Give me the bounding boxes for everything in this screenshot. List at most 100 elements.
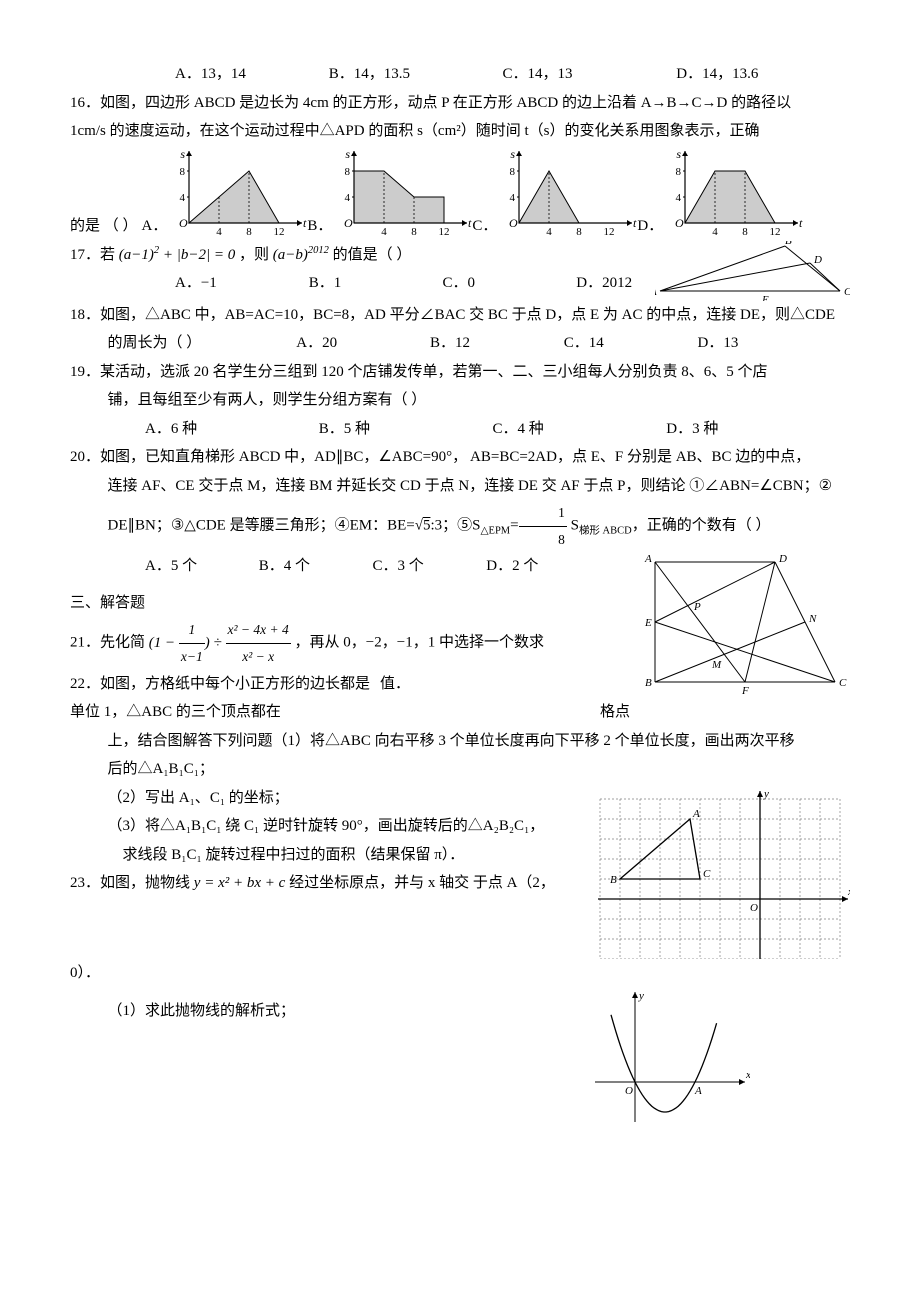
q17-optC: C．0	[390, 269, 520, 298]
svg-text:E: E	[644, 617, 652, 629]
q16-stem2: 1cm/s 的速度运动，在这个运动过程中△APD 的面积 s（cm²）随时间 t…	[70, 117, 850, 146]
svg-text:B: B	[785, 241, 792, 247]
q20-frac: 18	[519, 500, 567, 552]
svg-text:O: O	[344, 216, 353, 230]
svg-text:B: B	[645, 677, 652, 689]
svg-text:s: s	[511, 147, 516, 161]
svg-text:4: 4	[382, 226, 388, 238]
svg-text:x: x	[745, 1069, 750, 1081]
q22-rest: OxyABC （2）写出 A₁、C₁ 的坐标； （3）将△A₁B₁C₁ 绕 C₁…	[70, 784, 850, 898]
svg-text:4: 4	[712, 226, 718, 238]
svg-text:A: A	[694, 1085, 702, 1097]
q16-labelA: A．	[142, 212, 168, 241]
q20-s3-pre: DE∥BN；③△CDE 是等腰三角形；④EM：BE=	[108, 518, 415, 534]
q17-optB: B．1	[256, 269, 386, 298]
svg-text:4: 4	[345, 192, 351, 204]
q15-optB: B．14，13.5	[276, 60, 446, 89]
q17-exp: 2012	[308, 245, 329, 256]
q17-optA: A．−1	[123, 269, 253, 298]
q21-post: 值．	[380, 670, 410, 699]
q22-suffix: 格点	[600, 698, 630, 727]
svg-text:O: O	[625, 1085, 633, 1097]
q17-pre: 17．若	[70, 247, 115, 263]
q16-labelC: C．	[472, 212, 497, 241]
q20-optC: C．3 个	[335, 552, 445, 581]
q17-optD: D．2012	[524, 269, 632, 298]
q20-optB: B．4 个	[221, 552, 331, 581]
q20-stem3: DE∥BN；③△CDE 是等腰三角形；④EM：BE=√5:3；⑤S△EPM=18…	[70, 500, 850, 552]
q19-optC: C．4 种	[455, 415, 625, 444]
q20-fden: 8	[519, 527, 567, 553]
q19-stem1: 19．某活动，选派 20 名学生分三组到 120 个店铺发传单，若第一、二、三小…	[70, 358, 850, 387]
svg-text:A: A	[644, 553, 652, 565]
q21-mid: ，再从 0，−2，−1，1 中选择一个数求	[295, 635, 544, 651]
q20-fnum: 1	[519, 500, 567, 527]
svg-text:8: 8	[676, 166, 682, 178]
q20-sub1: △EPM	[480, 526, 510, 537]
svg-text:y: y	[638, 990, 644, 1002]
q17-mid: ，则	[239, 247, 269, 263]
svg-text:D: D	[778, 553, 787, 565]
q16-chart-row: 的是 （ ） A． stO484812 B． stO484812 C． stO4…	[70, 146, 850, 241]
q15-optC: C．14，13	[450, 60, 620, 89]
svg-text:12: 12	[770, 226, 781, 238]
svg-text:A: A	[692, 808, 700, 820]
q20-s3-post: ，正确的个数有（ ）	[632, 518, 771, 534]
svg-text:8: 8	[577, 226, 583, 238]
q23-mid: 经过坐标原点，并与 x 轴交 于点 A（2，	[289, 875, 555, 891]
svg-text:8: 8	[742, 226, 748, 238]
q22-stem3: 后的△A₁B₁C₁；	[70, 755, 850, 784]
q18-stem1: 18．如图，△ABC 中，AB=AC=10，BC=8，AD 平分∠BAC 交 B…	[70, 301, 850, 330]
q22-stem2: 上，结合图解答下列问题（1）将△ABC 向右平移 3 个单位长度再向下平移 2 …	[70, 727, 850, 756]
svg-text:C: C	[839, 677, 847, 689]
svg-text:4: 4	[510, 192, 516, 204]
svg-text:E: E	[761, 294, 769, 301]
svg-text:8: 8	[180, 166, 186, 178]
svg-text:C: C	[844, 286, 850, 298]
svg-text:4: 4	[217, 226, 223, 238]
q17-expr: (a−1)2 + |b−2| = 0	[119, 247, 236, 263]
q16-labelB: B．	[307, 212, 332, 241]
svg-text:C: C	[703, 868, 711, 880]
svg-text:4: 4	[547, 226, 553, 238]
q16-chartA: stO484812	[167, 146, 307, 241]
q22-stem1: 22．如图，方格纸中每个小正方形的边长都是单位 1，△ABC 的三个顶点都在	[70, 676, 370, 721]
q21-pre: 21．先化简	[70, 635, 145, 651]
svg-text:D: D	[813, 254, 822, 266]
q20-optA: A．5 个	[108, 552, 218, 581]
svg-text:B: B	[610, 874, 617, 886]
q23-parabola-diagram: O Ax y	[590, 987, 750, 1127]
q16-stem1: 16．如图，四边形 ABCD 是边长为 4cm 的正方形，动点 P 在正方形 A…	[70, 89, 850, 118]
svg-text:s: s	[181, 147, 186, 161]
q19-stem2: 铺，且每组至少有两人，则学生分组方案有（ ）	[70, 386, 850, 415]
q21-expr: (1 − 1x−1) ÷ x² − 4x + 4x² − x	[149, 635, 291, 651]
q20-sub2: 梯形 ABCD	[579, 526, 632, 537]
svg-text:M: M	[711, 659, 722, 671]
svg-text:8: 8	[510, 166, 516, 178]
svg-text:x: x	[847, 886, 850, 898]
q15-optD: D．14，13.6	[624, 60, 774, 89]
svg-text:8: 8	[412, 226, 418, 238]
svg-text:t: t	[799, 216, 803, 230]
q20-s3-pp: S	[567, 518, 579, 534]
q20-ratio: :3	[430, 518, 442, 534]
svg-text:N: N	[808, 613, 817, 625]
svg-text:12: 12	[604, 226, 615, 238]
q18-line2: 的周长为（ ） A．20 B．12 C．14 D．13	[70, 329, 850, 358]
q20-stem2: 连接 AF、CE 交于点 M，连接 BM 并延长交 CD 于点 N，连接 DE …	[70, 472, 850, 501]
svg-text:P: P	[693, 601, 701, 613]
q23-expr: y = x² + bx + c	[194, 875, 286, 891]
q20-trapezoid-diagram: ADBCEFMNP	[640, 552, 850, 697]
q17-triangle-diagram: ABCDE	[655, 241, 850, 301]
svg-text:4: 4	[180, 192, 186, 204]
q20-stem1: 20．如图，已知直角梯形 ABCD 中，AD∥BC，∠ABC=90°， AB=B…	[70, 443, 850, 472]
q17-post: 的值是（ ）	[333, 247, 412, 263]
svg-text:y: y	[763, 788, 769, 800]
q18-optB: B．12	[393, 329, 523, 358]
q16-chartB: stO484812	[332, 146, 472, 241]
svg-text:O: O	[509, 216, 518, 230]
q23-pre: 23．如图，抛物线	[70, 875, 190, 891]
svg-text:s: s	[677, 147, 682, 161]
q15-optA: A．13，14	[123, 60, 273, 89]
q16-prefix: 的是 （ ）	[70, 212, 138, 241]
